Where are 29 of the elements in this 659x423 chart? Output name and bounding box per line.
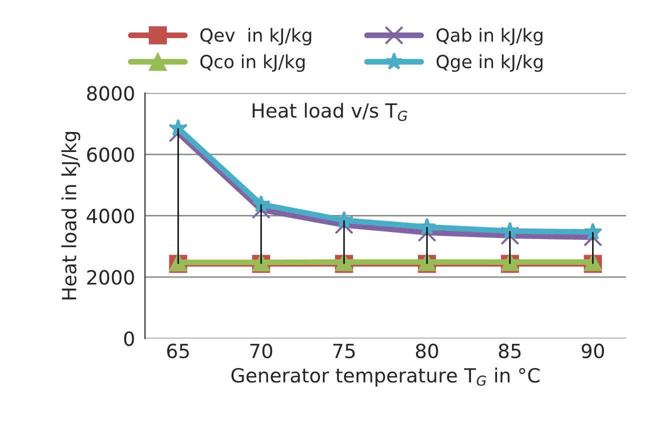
- y-tick-label: 0: [124, 331, 134, 346]
- y-tick-label: 6000: [87, 147, 134, 162]
- point: [252, 195, 270, 212]
- y-tick-label: 8000: [87, 86, 134, 101]
- point: [168, 124, 188, 142]
- legend-label: Qge in kJ/kg: [436, 54, 542, 72]
- legend-label: Qco in kJ/kg: [200, 54, 305, 72]
- y-axis-title: Heat load in kJ/kg: [61, 132, 80, 300]
- y-tick-label: 2000: [87, 270, 134, 285]
- point: [583, 228, 602, 247]
- point: [252, 200, 270, 219]
- legend-label: Qev in kJ/kg: [200, 28, 312, 46]
- x-tick-label: 90: [582, 344, 604, 358]
- x-tick-label: 80: [416, 344, 438, 358]
- point: [500, 222, 519, 239]
- point: [334, 216, 354, 234]
- x-tick-label: 75: [333, 344, 355, 358]
- x-tick-label: 70: [250, 344, 272, 358]
- y-tick-label: 4000: [86, 208, 134, 224]
- point: [418, 218, 436, 235]
- chart-title: Heat load v/s T$_{G}$: [252, 102, 408, 121]
- point: [584, 222, 602, 240]
- point: [418, 223, 436, 242]
- point: [169, 118, 188, 136]
- x-tick-label: 85: [498, 344, 521, 358]
- x-tick-label: 65: [167, 344, 189, 358]
- legend-label: Qab in kJ/kg: [436, 28, 542, 46]
- x-axis-title: Generator temperature T$_{G}$ in °C: [231, 368, 540, 386]
- point: [500, 226, 520, 246]
